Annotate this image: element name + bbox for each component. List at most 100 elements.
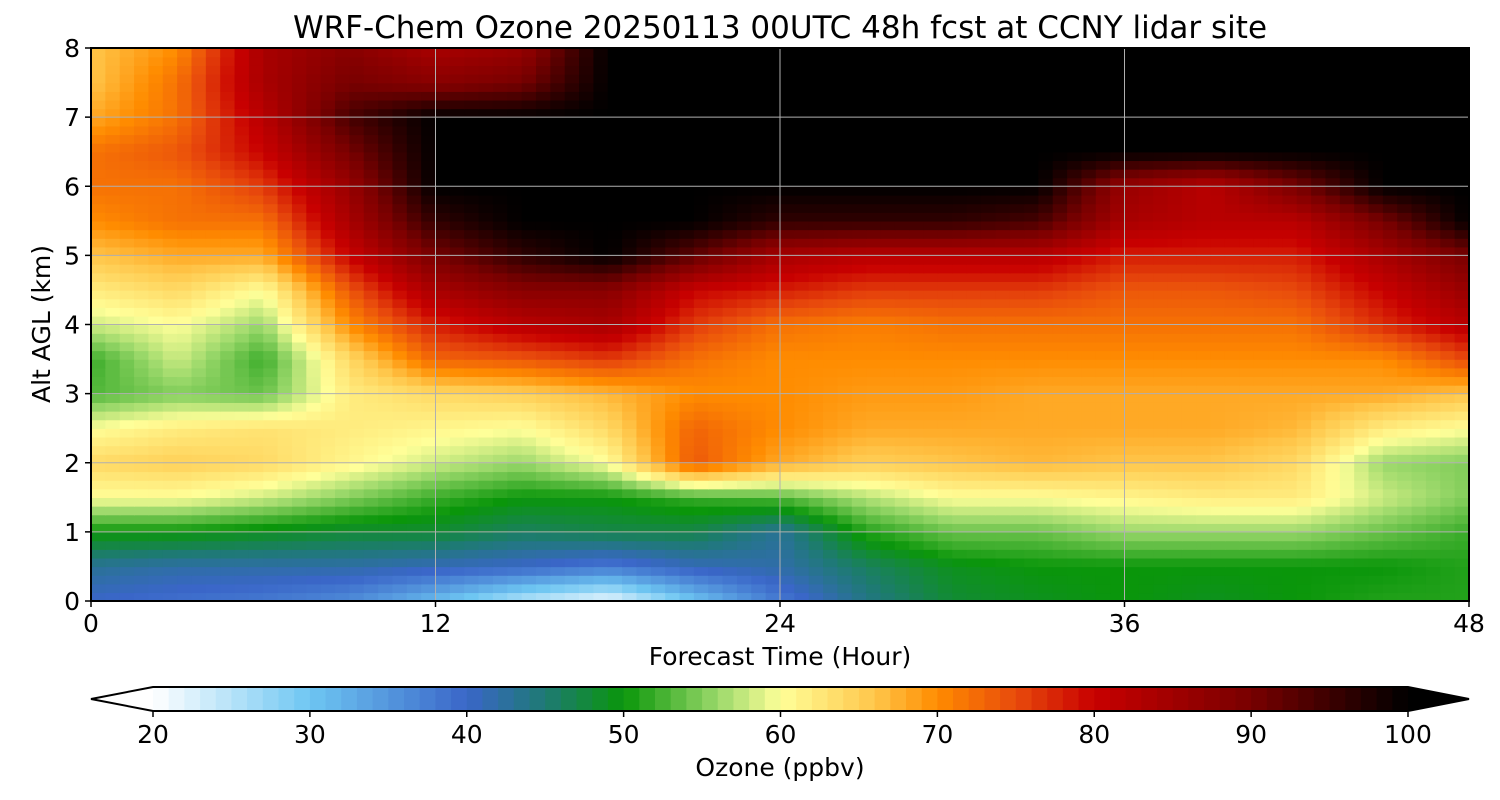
heatmap-cell <box>1095 212 1111 222</box>
heatmap-cell <box>1368 229 1384 239</box>
heatmap-cell <box>220 186 236 196</box>
heatmap-cell <box>880 540 896 550</box>
heatmap-cell <box>1167 168 1183 179</box>
heatmap-cell <box>1224 341 1241 352</box>
heatmap-cell <box>449 220 465 231</box>
heatmap-cell <box>1210 523 1226 533</box>
heatmap-cell <box>837 436 853 447</box>
heatmap-cell <box>995 488 1011 499</box>
heatmap-cell <box>679 212 695 222</box>
heatmap-cell <box>1009 315 1025 326</box>
heatmap-cell <box>1253 186 1269 196</box>
heatmap-cell <box>751 229 767 239</box>
heatmap-cell <box>1368 428 1384 438</box>
heatmap-cell <box>1024 592 1040 601</box>
heatmap-cell <box>564 246 580 257</box>
heatmap-cell <box>421 436 437 447</box>
heatmap-cell <box>1339 445 1355 455</box>
heatmap-cell <box>1440 376 1456 386</box>
heatmap-cell <box>1167 359 1183 369</box>
heatmap-cell <box>306 488 322 499</box>
heatmap-cell <box>134 272 150 282</box>
heatmap-cell <box>1067 445 1083 455</box>
heatmap-cell <box>1181 540 1197 550</box>
heatmap-cell <box>980 592 997 601</box>
heatmap-cell <box>952 505 968 516</box>
heatmap-cell <box>1124 583 1140 594</box>
heatmap-cell <box>1268 436 1284 447</box>
heatmap-cell <box>105 264 121 274</box>
heatmap-cell <box>1382 272 1398 282</box>
heatmap-cell <box>995 583 1011 594</box>
heatmap-cell <box>1368 523 1384 533</box>
heatmap-cell <box>277 454 293 464</box>
heatmap-cell <box>880 497 896 507</box>
heatmap-cell <box>708 307 724 317</box>
heatmap-cell <box>248 298 264 308</box>
heatmap-cell <box>435 531 451 542</box>
heatmap-cell <box>650 505 666 516</box>
heatmap-cell <box>1138 272 1154 282</box>
heatmap-cell <box>1038 471 1054 481</box>
heatmap-cell <box>435 540 451 550</box>
heatmap-cell <box>1081 445 1097 455</box>
heatmap-cell <box>177 488 193 499</box>
heatmap-cell <box>1354 531 1370 542</box>
heatmap-cell <box>622 281 638 291</box>
heatmap-cell <box>995 255 1011 265</box>
heatmap-cell <box>980 333 997 343</box>
heatmap-cell <box>894 575 910 585</box>
heatmap-cell <box>1425 341 1441 352</box>
heatmap-cell <box>1411 488 1427 499</box>
heatmap-cell <box>650 315 666 326</box>
heatmap-cell <box>406 514 422 524</box>
heatmap-cell <box>995 575 1011 585</box>
heatmap-cell <box>1397 324 1413 334</box>
heatmap-cell <box>91 168 107 179</box>
heatmap-cell <box>521 359 537 369</box>
heatmap-cell <box>263 480 279 490</box>
heatmap-cell <box>177 246 193 257</box>
heatmap-cell <box>1368 410 1384 421</box>
heatmap-cell <box>1425 410 1441 421</box>
heatmap-cell <box>1282 480 1298 490</box>
heatmap-cell <box>1181 315 1197 326</box>
heatmap-cell <box>650 255 666 265</box>
heatmap-cell <box>636 229 652 239</box>
heatmap-cell <box>966 445 982 455</box>
heatmap-cell <box>148 333 164 343</box>
heatmap-cell <box>91 480 107 490</box>
heatmap-cell <box>277 246 293 257</box>
heatmap-cell <box>320 462 336 473</box>
heatmap-cell <box>894 194 910 205</box>
heatmap-cell <box>449 384 465 395</box>
heatmap-cell <box>406 367 422 378</box>
heatmap-cell <box>205 212 221 222</box>
heatmap-cell <box>880 238 896 248</box>
heatmap-cell <box>1239 168 1255 179</box>
heatmap-cell <box>980 186 997 196</box>
heatmap-cell <box>1440 419 1456 429</box>
heatmap-cell <box>291 428 308 438</box>
heatmap-cell <box>1138 523 1154 533</box>
heatmap-cell <box>736 393 752 403</box>
heatmap-cell <box>1038 428 1054 438</box>
heatmap-cell <box>1454 272 1469 282</box>
heatmap-cell <box>837 454 853 464</box>
heatmap-cell <box>952 410 968 421</box>
heatmap-cell <box>823 238 839 248</box>
heatmap-cell <box>134 436 150 447</box>
heatmap-cell <box>392 514 408 524</box>
heatmap-cell <box>449 514 465 524</box>
heatmap-cell <box>406 289 422 300</box>
heatmap-cell <box>1354 445 1370 455</box>
heatmap-cell <box>277 186 293 196</box>
heatmap-cell <box>650 367 666 378</box>
heatmap-cell <box>449 454 465 464</box>
heatmap-cell <box>162 298 178 308</box>
heatmap-cell <box>205 177 221 187</box>
heatmap-cell <box>823 575 839 585</box>
heatmap-cell <box>722 505 738 516</box>
heatmap-cell <box>1239 549 1255 559</box>
heatmap-cell <box>535 333 552 343</box>
